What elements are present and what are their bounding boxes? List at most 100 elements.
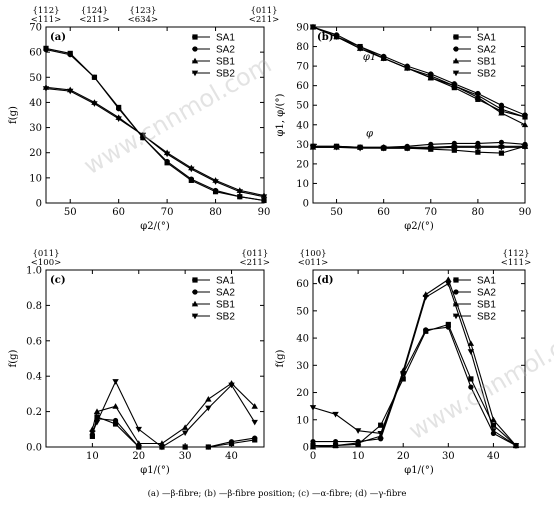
legend-marker bbox=[452, 57, 460, 64]
x-tick-label: 90 bbox=[258, 207, 271, 218]
data-point bbox=[309, 24, 317, 31]
y-tick-label: 10 bbox=[296, 179, 309, 190]
data-point bbox=[181, 430, 189, 437]
legend-label: SA2 bbox=[216, 288, 235, 299]
y-tick-label: 0 bbox=[303, 199, 309, 210]
y-tick-label: 90 bbox=[296, 23, 309, 34]
data-point bbox=[181, 424, 189, 430]
legend-marker bbox=[452, 300, 460, 307]
data-point bbox=[512, 443, 520, 449]
data-point bbox=[164, 158, 170, 165]
legend-marker bbox=[453, 46, 459, 52]
legend-label: SA2 bbox=[216, 45, 235, 56]
y-tick-label: 20 bbox=[296, 388, 309, 399]
data-point bbox=[260, 194, 268, 200]
data-point bbox=[332, 442, 339, 449]
orientation-plane-label: {112} bbox=[502, 249, 529, 259]
x-tick-label: 10 bbox=[352, 451, 365, 462]
y-tick-label: 50 bbox=[296, 101, 309, 112]
y-tick-label: 0 bbox=[36, 199, 42, 210]
x-tick-label: 10 bbox=[86, 451, 99, 462]
orientation-plane-label: {112} bbox=[32, 6, 59, 16]
data-point bbox=[188, 176, 194, 182]
data-point bbox=[498, 144, 505, 151]
orientation-plane-label: {011} bbox=[32, 249, 59, 259]
x-axis-label: φ2/(°) bbox=[404, 221, 434, 232]
y-tick-label: 70 bbox=[296, 62, 309, 73]
data-point bbox=[309, 144, 317, 151]
data-point bbox=[498, 106, 505, 113]
x-axis-label: φ1/(°) bbox=[140, 465, 170, 476]
legend-marker bbox=[192, 289, 198, 295]
data-point bbox=[93, 408, 101, 414]
panel-c: 10 20 30 40 0.0 0.2 0.4 0.6 0.8 1.0 φ1/(°) f(g) (c) {… bbox=[8, 249, 270, 476]
legend-marker bbox=[192, 46, 198, 52]
data-point bbox=[93, 419, 101, 426]
data-point bbox=[380, 145, 387, 152]
plot-frame bbox=[312, 269, 526, 448]
panel-label: (c) bbox=[50, 275, 66, 286]
curve-annotation: φ bbox=[366, 129, 373, 140]
data-point bbox=[236, 189, 243, 195]
data-point bbox=[252, 435, 258, 441]
x-tick-label: 50 bbox=[330, 207, 343, 218]
data-point bbox=[427, 145, 434, 152]
orientation-plane-label: {011} bbox=[241, 249, 268, 259]
orientation-plane-label: {124} bbox=[81, 6, 108, 16]
orientation-direction-label: <211> bbox=[249, 15, 279, 25]
data-point bbox=[445, 321, 451, 328]
data-point bbox=[380, 55, 387, 62]
y-tick-label: 30 bbox=[296, 361, 309, 372]
data-point bbox=[498, 109, 505, 116]
series-line bbox=[313, 326, 517, 447]
series-line bbox=[313, 323, 517, 447]
data-point bbox=[332, 438, 339, 445]
data-point bbox=[333, 144, 340, 151]
legend-marker bbox=[452, 70, 460, 77]
orientation-direction-label: <100> bbox=[31, 258, 61, 268]
y-axis-label: f(g) bbox=[8, 349, 19, 367]
legend-label: SA1 bbox=[216, 276, 235, 287]
data-point bbox=[468, 376, 474, 382]
data-point bbox=[135, 440, 142, 446]
y-tick-label: 20 bbox=[296, 159, 309, 170]
y-tick-label: 60 bbox=[296, 81, 309, 92]
legend-label: SB2 bbox=[216, 312, 235, 323]
data-point bbox=[188, 166, 195, 173]
orientation-direction-label: <634> bbox=[128, 15, 158, 25]
orientation-plane-label: {123} bbox=[129, 6, 156, 16]
y-tick-label: 70 bbox=[29, 23, 42, 34]
data-point bbox=[139, 132, 147, 139]
data-point bbox=[498, 102, 505, 108]
panel-a: 50 60 70 80 90 0 10 20 30 40 50 60 70 φ2/(°) f(g) (a) {1… bbox=[8, 6, 279, 232]
data-point bbox=[354, 428, 362, 434]
data-point bbox=[445, 276, 452, 282]
data-point bbox=[354, 439, 362, 446]
series-line bbox=[312, 278, 517, 448]
legend-label: SA2 bbox=[477, 288, 496, 299]
y-tick-label: 10 bbox=[29, 173, 42, 184]
y-axis-label: f(g) bbox=[8, 106, 19, 124]
legend-label: SA1 bbox=[477, 33, 496, 44]
data-point bbox=[212, 179, 219, 185]
orientation-direction-label: <111> bbox=[31, 15, 61, 25]
data-point bbox=[205, 405, 212, 412]
legend-label: SA1 bbox=[216, 33, 235, 44]
legend-label: SB2 bbox=[477, 312, 496, 323]
x-tick-label: 30 bbox=[442, 451, 455, 462]
curve-annotation: φ1 bbox=[363, 52, 376, 63]
data-point bbox=[467, 340, 475, 346]
data-point bbox=[89, 430, 96, 437]
watermark: www.cnnmol.com bbox=[404, 315, 554, 445]
legend-label: SB2 bbox=[477, 69, 496, 80]
x-tick-label: 70 bbox=[424, 207, 437, 218]
panel-b: 50 60 70 80 90 0 10 20 30 40 50 60 70 80 90 φ2/(°) φ1, φ… bbox=[275, 23, 531, 233]
series-line bbox=[312, 26, 526, 116]
panel-label: (d) bbox=[317, 275, 333, 286]
data-point bbox=[67, 88, 74, 95]
data-point bbox=[445, 281, 452, 287]
data-point bbox=[112, 379, 119, 385]
data-point bbox=[474, 144, 482, 151]
y-tick-label: 40 bbox=[296, 334, 309, 345]
